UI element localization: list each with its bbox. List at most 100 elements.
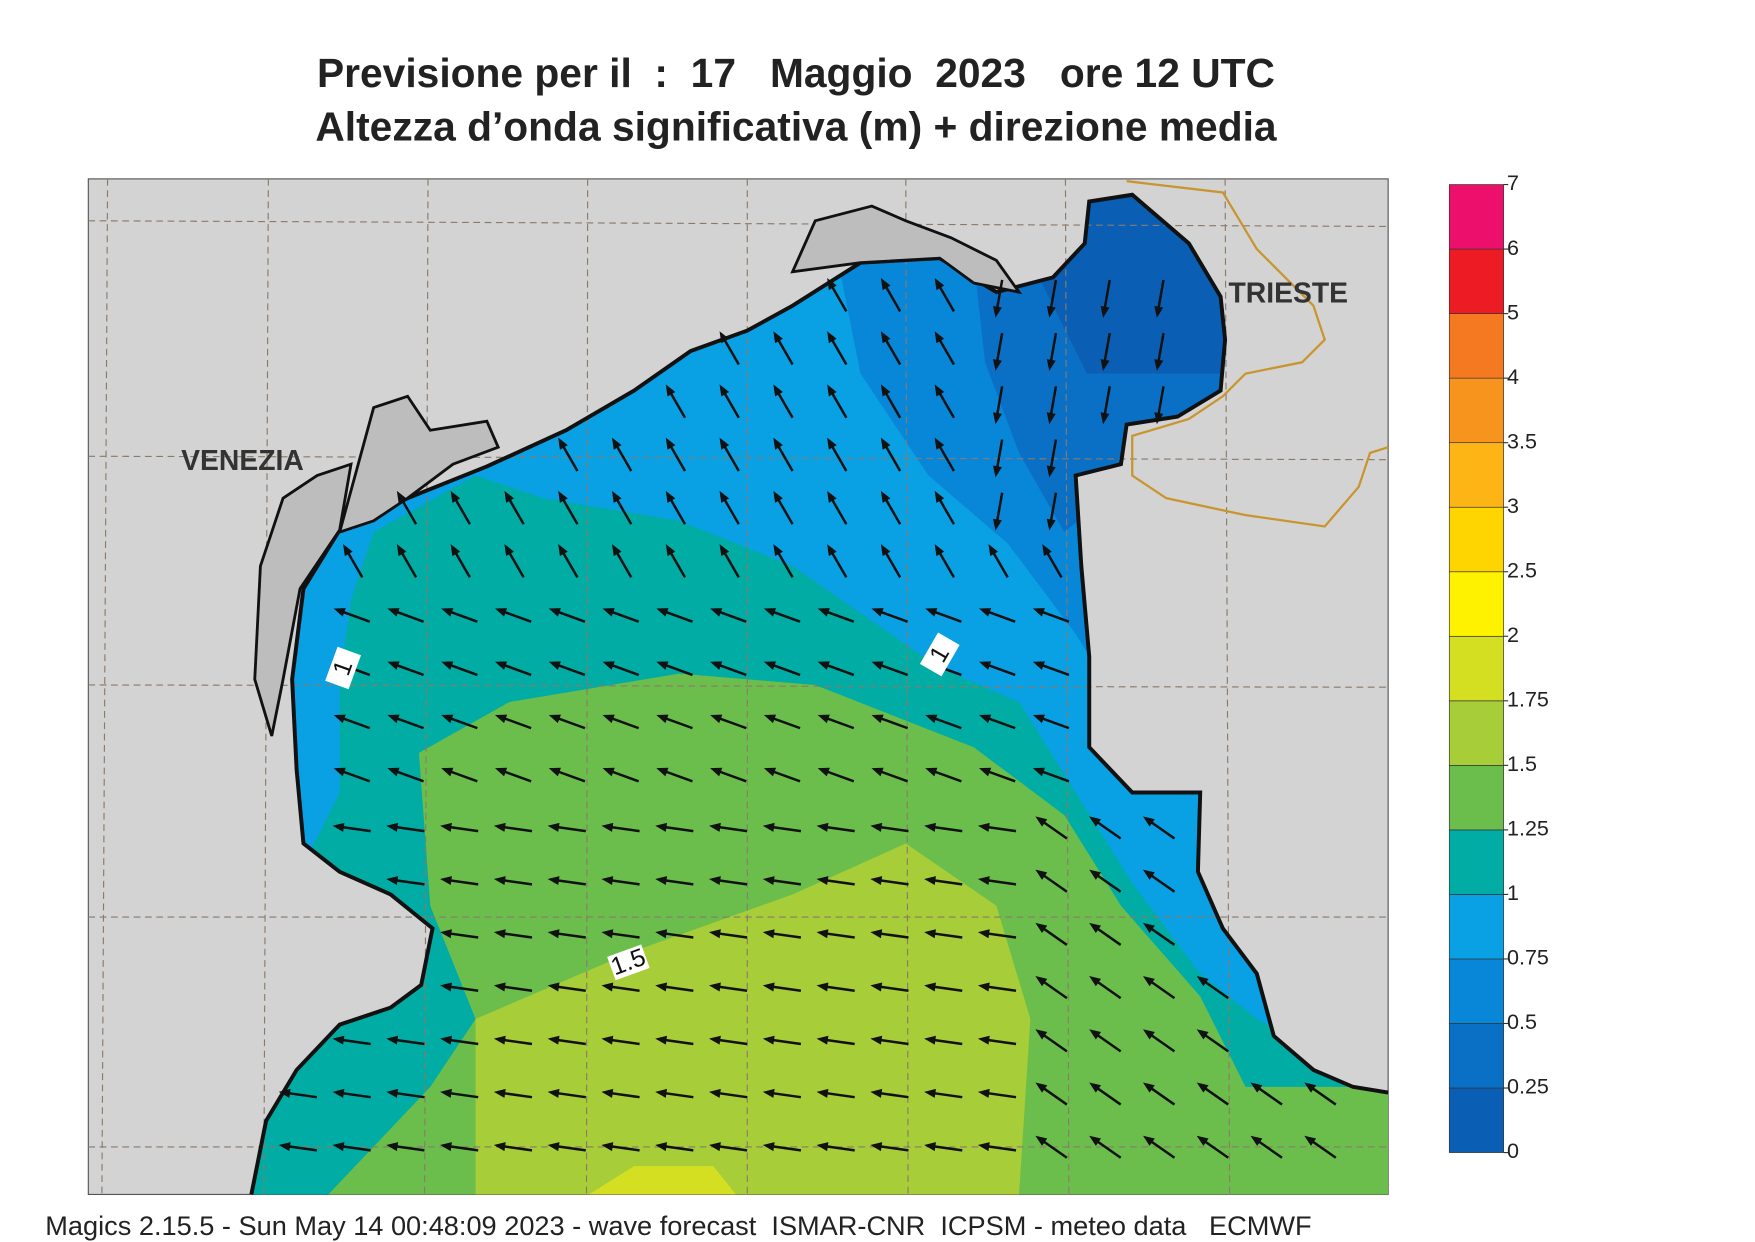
arrow-head: [386, 876, 399, 886]
arrow-head: [441, 767, 454, 777]
arrow-head: [1089, 869, 1102, 880]
arrow-head: [816, 876, 829, 886]
colorbar-band: [1448, 958, 1504, 1024]
arrow-head: [386, 822, 399, 832]
arrow-head: [1046, 518, 1056, 531]
arrow-head: [870, 876, 883, 886]
arrow-head: [386, 1142, 399, 1152]
arrow-head: [602, 714, 615, 724]
city-label: TRIESTE: [1229, 276, 1349, 308]
arrow-head: [773, 437, 783, 450]
arrow-head: [1032, 767, 1045, 777]
arrow-head: [763, 767, 777, 777]
arrow-head: [665, 544, 676, 557]
arrow-head: [880, 437, 891, 450]
colorbar-band: [1448, 765, 1504, 831]
arrow-head: [547, 1088, 560, 1098]
colorbar-band: [1448, 506, 1504, 573]
arrow-head: [1250, 1082, 1263, 1093]
arrow-head: [870, 822, 883, 832]
arrow-head: [817, 661, 830, 670]
arrow-head: [655, 822, 668, 832]
arrow-head: [1142, 1029, 1155, 1040]
arrow-head: [710, 661, 723, 670]
arrow-head: [665, 384, 676, 397]
arrow-head: [343, 544, 353, 557]
colorbar-band: [1448, 829, 1504, 895]
arrow-head: [1032, 608, 1045, 617]
colorbar-band: [1448, 248, 1504, 314]
arrow-head: [1089, 976, 1102, 987]
arrow-head: [655, 929, 668, 939]
graticule: [88, 178, 1389, 1195]
arrow-head: [934, 490, 945, 503]
arrow-head: [709, 1035, 721, 1045]
arrow-head: [386, 1035, 399, 1045]
arrow-head: [992, 305, 1002, 318]
arrow-head: [602, 661, 615, 670]
arrow-head: [816, 1088, 829, 1098]
arrow-head: [762, 876, 775, 886]
arrow-head: [977, 929, 990, 939]
arrow-head: [709, 1088, 721, 1098]
arrow-head: [332, 1142, 345, 1152]
arrow-head: [665, 490, 676, 503]
arrow-head: [333, 608, 346, 617]
arrow-head: [655, 1088, 668, 1098]
arrow-head: [827, 278, 837, 291]
arrow-head: [934, 331, 945, 344]
arrow-head: [333, 714, 346, 724]
arrow-head: [1100, 305, 1110, 318]
wave-zone: [475, 843, 1031, 1195]
arrow-head: [611, 437, 622, 450]
footer: Magics 2.15.5 - Sun May 14 00:48:09 2023…: [45, 1210, 1311, 1241]
arrow-head: [1142, 976, 1155, 987]
arrow-head: [655, 1035, 668, 1045]
arrow-head: [655, 982, 668, 992]
arrow-head: [1250, 1135, 1263, 1146]
arrow-head: [977, 876, 990, 886]
arrow-head: [1196, 1029, 1209, 1040]
arrow-head: [719, 490, 730, 503]
arrow-head: [332, 822, 345, 832]
arrow-head: [494, 661, 508, 670]
arrow-head: [719, 384, 730, 397]
arrow-head: [816, 1035, 829, 1045]
colorbar-label: 0: [1507, 1139, 1519, 1163]
contour-label-box: [325, 646, 361, 690]
arrow-head: [934, 384, 945, 397]
arrow-head: [1142, 869, 1155, 880]
arrow-head: [1154, 412, 1164, 425]
arrow-head: [386, 1088, 399, 1098]
arrow-head: [611, 490, 622, 503]
arrow-head: [934, 278, 945, 291]
arrow-head: [880, 331, 891, 344]
colorbar-band: [1448, 1087, 1504, 1153]
arrow-head: [1196, 976, 1209, 987]
arrow-head: [827, 437, 837, 450]
arrow-head: [709, 929, 721, 939]
arrow-head: [547, 1035, 560, 1045]
colorbar-label: 6: [1507, 236, 1519, 260]
arrow-head: [387, 714, 400, 724]
arrow-head: [547, 822, 560, 832]
arrow-head: [1154, 305, 1164, 318]
contour-label: 1: [325, 646, 361, 690]
arrow-head: [1089, 1029, 1102, 1040]
arrow-head: [719, 331, 730, 344]
arrow-head: [655, 1142, 668, 1152]
arrow-head: [1196, 1082, 1209, 1093]
arrow-head: [871, 767, 884, 777]
arrow-head: [450, 490, 461, 503]
arrow-head: [656, 767, 669, 777]
arrow-head: [494, 767, 508, 777]
arrow-head: [816, 1142, 829, 1152]
lagoon-islands: [253, 204, 1023, 737]
arrow-head: [762, 1142, 775, 1152]
contour-label-box: [919, 632, 960, 677]
colorbar-band: [1448, 313, 1504, 379]
arrow-head: [440, 1035, 452, 1045]
title: Previsione per il : 17 Maggio 2023 ore 1…: [317, 50, 1275, 96]
arrow-head: [816, 982, 829, 992]
arrow-head: [548, 714, 561, 724]
